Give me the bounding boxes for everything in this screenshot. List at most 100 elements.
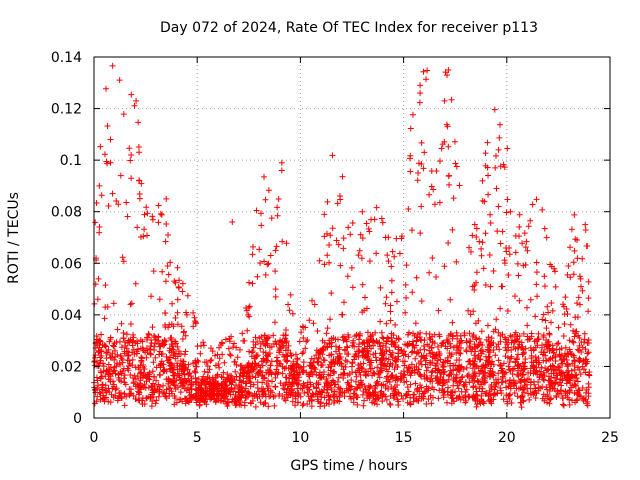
roti-point <box>278 167 285 174</box>
roti-point <box>109 350 116 357</box>
roti-point <box>268 215 275 222</box>
roti-point <box>423 330 430 337</box>
roti-point <box>329 225 336 232</box>
roti-point <box>287 350 294 357</box>
roti-point <box>528 333 535 340</box>
roti-point <box>358 255 365 262</box>
roti-point <box>579 287 586 294</box>
roti-point <box>498 283 505 290</box>
roti-point <box>473 403 480 410</box>
roti-point <box>374 364 381 371</box>
roti-point <box>407 152 414 159</box>
roti-point <box>385 385 392 392</box>
roti-point <box>471 352 478 359</box>
roti-point <box>376 340 383 347</box>
roti-point <box>486 347 493 354</box>
roti-point <box>264 261 271 268</box>
roti-point <box>559 395 566 402</box>
roti-point <box>311 368 318 375</box>
roti-point <box>267 252 274 259</box>
roti-point <box>348 383 355 390</box>
roti-point <box>543 234 550 241</box>
roti-point <box>162 238 169 245</box>
roti-point <box>223 390 230 397</box>
roti-point <box>452 160 459 167</box>
roti-point <box>519 384 526 391</box>
roti-point <box>192 392 199 399</box>
roti-point <box>308 369 315 376</box>
roti-point <box>562 392 569 399</box>
roti-point <box>119 254 126 261</box>
roti-point <box>571 333 578 340</box>
roti-point <box>96 223 103 230</box>
roti-point <box>151 332 158 339</box>
roti-point <box>341 389 348 396</box>
roti-point <box>344 358 351 365</box>
roti-point <box>412 380 419 387</box>
roti-point <box>495 203 502 210</box>
roti-point <box>473 336 480 343</box>
roti-point <box>500 360 507 367</box>
roti-point <box>128 151 135 158</box>
roti-point <box>363 220 370 227</box>
roti-point <box>548 366 555 373</box>
roti-point <box>583 386 590 393</box>
roti-point <box>378 355 385 362</box>
roti-point <box>328 379 335 386</box>
roti-point <box>214 351 221 358</box>
roti-point <box>327 372 334 379</box>
roti-point <box>502 378 509 385</box>
roti-point <box>274 212 281 219</box>
roti-point <box>123 393 130 400</box>
roti-point <box>525 375 532 382</box>
roti-point <box>136 177 143 184</box>
roti-point <box>439 376 446 383</box>
roti-point <box>480 348 487 355</box>
roti-point <box>319 361 326 368</box>
roti-point <box>516 211 523 218</box>
roti-point <box>321 233 328 240</box>
roti-point <box>519 240 526 247</box>
roti-point <box>526 396 533 403</box>
roti-point <box>234 354 241 361</box>
roti-point <box>331 360 338 367</box>
roti-point <box>272 268 279 275</box>
roti-point <box>172 338 179 345</box>
roti-point <box>576 387 583 394</box>
roti-point <box>162 278 169 285</box>
roti-point <box>218 373 225 380</box>
roti-point <box>428 400 435 407</box>
roti-point <box>116 360 123 367</box>
roti-point <box>478 245 485 252</box>
roti-point <box>254 352 261 359</box>
roti-point <box>549 362 556 369</box>
roti-point <box>123 331 130 338</box>
roti-point <box>116 77 123 84</box>
roti-point <box>407 372 414 379</box>
roti-point <box>98 192 105 199</box>
roti-point <box>476 356 483 363</box>
roti-point <box>583 389 590 396</box>
roti-point <box>110 300 117 307</box>
roti-point <box>453 357 460 364</box>
roti-point <box>192 379 199 386</box>
roti-point <box>357 372 364 378</box>
roti-point <box>503 248 510 255</box>
roti-point <box>238 366 245 373</box>
roti-point <box>179 398 186 405</box>
roti-point <box>253 207 260 214</box>
roti-point <box>174 353 181 360</box>
roti-point <box>524 247 531 254</box>
roti-point <box>386 347 393 354</box>
roti-point <box>386 379 393 386</box>
roti-point <box>250 381 257 388</box>
roti-point <box>571 381 578 388</box>
roti-point <box>487 396 494 403</box>
roti-point <box>339 311 346 318</box>
roti-point <box>544 366 551 373</box>
roti-point <box>385 356 392 363</box>
roti-point <box>391 388 398 395</box>
roti-point <box>145 371 152 378</box>
roti-point <box>466 330 473 337</box>
roti-point <box>416 371 423 378</box>
